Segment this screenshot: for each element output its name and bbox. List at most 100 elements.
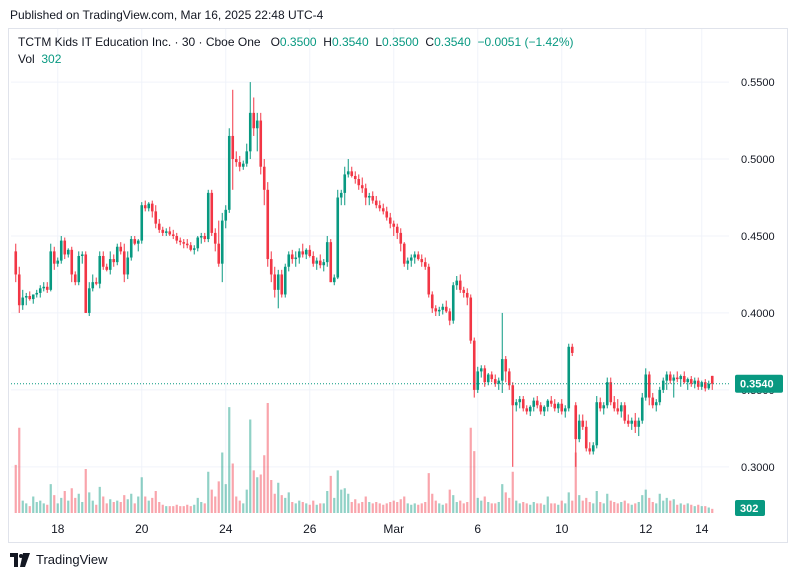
candle-body — [129, 239, 133, 258]
volume-bar — [529, 504, 532, 513]
candle-body — [658, 389, 662, 403]
volume-bar — [431, 493, 434, 513]
candle-body — [490, 374, 494, 380]
volume-bar — [154, 491, 157, 513]
chart-frame[interactable]: 0.5500 0.5000 0.4500 0.4000 0.3500 0.3000 0.35… — [8, 28, 788, 543]
candle-body — [675, 377, 679, 380]
volume-bar — [291, 502, 294, 513]
candle-body — [654, 402, 658, 406]
volume-bar — [266, 403, 269, 513]
candle-body — [87, 288, 91, 313]
volume-bar — [469, 427, 472, 513]
volume-bar — [504, 492, 507, 513]
volume-bar — [287, 492, 290, 513]
volume-bar — [98, 486, 101, 513]
candle-body — [357, 179, 361, 186]
footer-brand[interactable]: TradingView — [10, 552, 108, 567]
volume-bar — [214, 496, 217, 513]
volume-bar — [203, 503, 206, 513]
candle-body — [21, 297, 25, 306]
volume-bar — [25, 503, 28, 513]
candle-body — [241, 163, 245, 167]
volume-bar — [406, 503, 409, 513]
volume-bar — [690, 504, 693, 513]
footer-brand-text: TradingView — [36, 552, 108, 567]
candle-body — [378, 205, 382, 209]
candle-body — [28, 296, 32, 300]
volume-bar — [557, 504, 560, 513]
open-label: O — [270, 35, 280, 49]
candle-body — [399, 232, 403, 244]
volume-bar — [375, 502, 378, 513]
last-volume-tag — [735, 500, 765, 516]
volume-bar — [707, 507, 710, 513]
volume-legend: Vol 302 — [18, 52, 61, 66]
volume-bar — [319, 503, 322, 513]
candle-body — [273, 274, 277, 290]
candle-body — [147, 203, 151, 209]
volume-bar — [669, 500, 672, 513]
volume-bar — [466, 502, 469, 513]
candle-body — [700, 382, 704, 387]
candle-body — [686, 379, 690, 383]
last-price-label: 0.3540 — [740, 379, 774, 391]
candle-body — [133, 239, 137, 244]
published-caption: Published on TradingView.com, Mar 16, 20… — [10, 8, 324, 22]
volume-bar — [63, 491, 66, 513]
x-tick-label: 24 — [219, 522, 233, 536]
candle-body — [528, 406, 532, 412]
volume-bar — [522, 502, 525, 513]
candle-body — [448, 311, 452, 321]
candle-body — [371, 195, 375, 201]
candle-body — [70, 249, 74, 275]
candle-body — [143, 205, 147, 209]
candle-body — [35, 292, 39, 295]
volume-bar — [487, 502, 490, 513]
candle-body — [560, 403, 564, 412]
volume-bar — [588, 502, 591, 513]
volume-bar — [67, 500, 70, 513]
volume-bar — [91, 500, 94, 513]
volume-bar — [683, 504, 686, 513]
volume-bar — [228, 407, 231, 513]
candle-body — [49, 251, 53, 290]
candle-body — [584, 426, 588, 449]
volume-bar — [623, 500, 626, 513]
volume-bar — [123, 495, 126, 513]
candle-body — [549, 400, 553, 404]
volume-bar — [371, 503, 374, 513]
volume-bar — [77, 493, 80, 513]
x-tick-label: 26 — [303, 522, 317, 536]
volume-bar — [168, 506, 171, 513]
candle-body — [455, 280, 459, 286]
volume-bar — [553, 503, 556, 513]
candle-body — [427, 266, 431, 295]
volume-bar — [413, 503, 416, 513]
volume-bar — [637, 502, 640, 513]
volume-bar — [207, 471, 210, 513]
change-value: −0.0051 (−1.42%) — [477, 35, 574, 49]
candle-body — [483, 368, 487, 383]
candle-body — [556, 403, 560, 409]
candle-body — [434, 308, 438, 312]
candle-body — [612, 402, 616, 409]
candle-body — [640, 397, 644, 421]
candle-body — [101, 255, 105, 267]
volume-bar — [294, 503, 297, 513]
candle-body — [465, 292, 469, 298]
volume-bar — [151, 497, 154, 513]
candle-body — [171, 234, 175, 236]
candle-body — [224, 209, 228, 221]
volume-bar — [399, 499, 402, 513]
volume-bar — [305, 503, 308, 513]
candle-body — [343, 174, 347, 193]
volume-bar — [221, 452, 224, 513]
candle-body — [553, 403, 557, 409]
ohlc-legend: TCTM Kids IT Education Inc. · 30 · Cboe … — [18, 35, 574, 49]
volume-bar — [133, 503, 136, 513]
volume-bar — [620, 502, 623, 513]
candle-body — [122, 251, 126, 275]
candlestick-chart[interactable]: 0.5500 0.5000 0.4500 0.4000 0.3500 0.3000 0.35… — [9, 29, 787, 542]
candle-body — [234, 159, 238, 163]
candle-body — [287, 254, 291, 267]
